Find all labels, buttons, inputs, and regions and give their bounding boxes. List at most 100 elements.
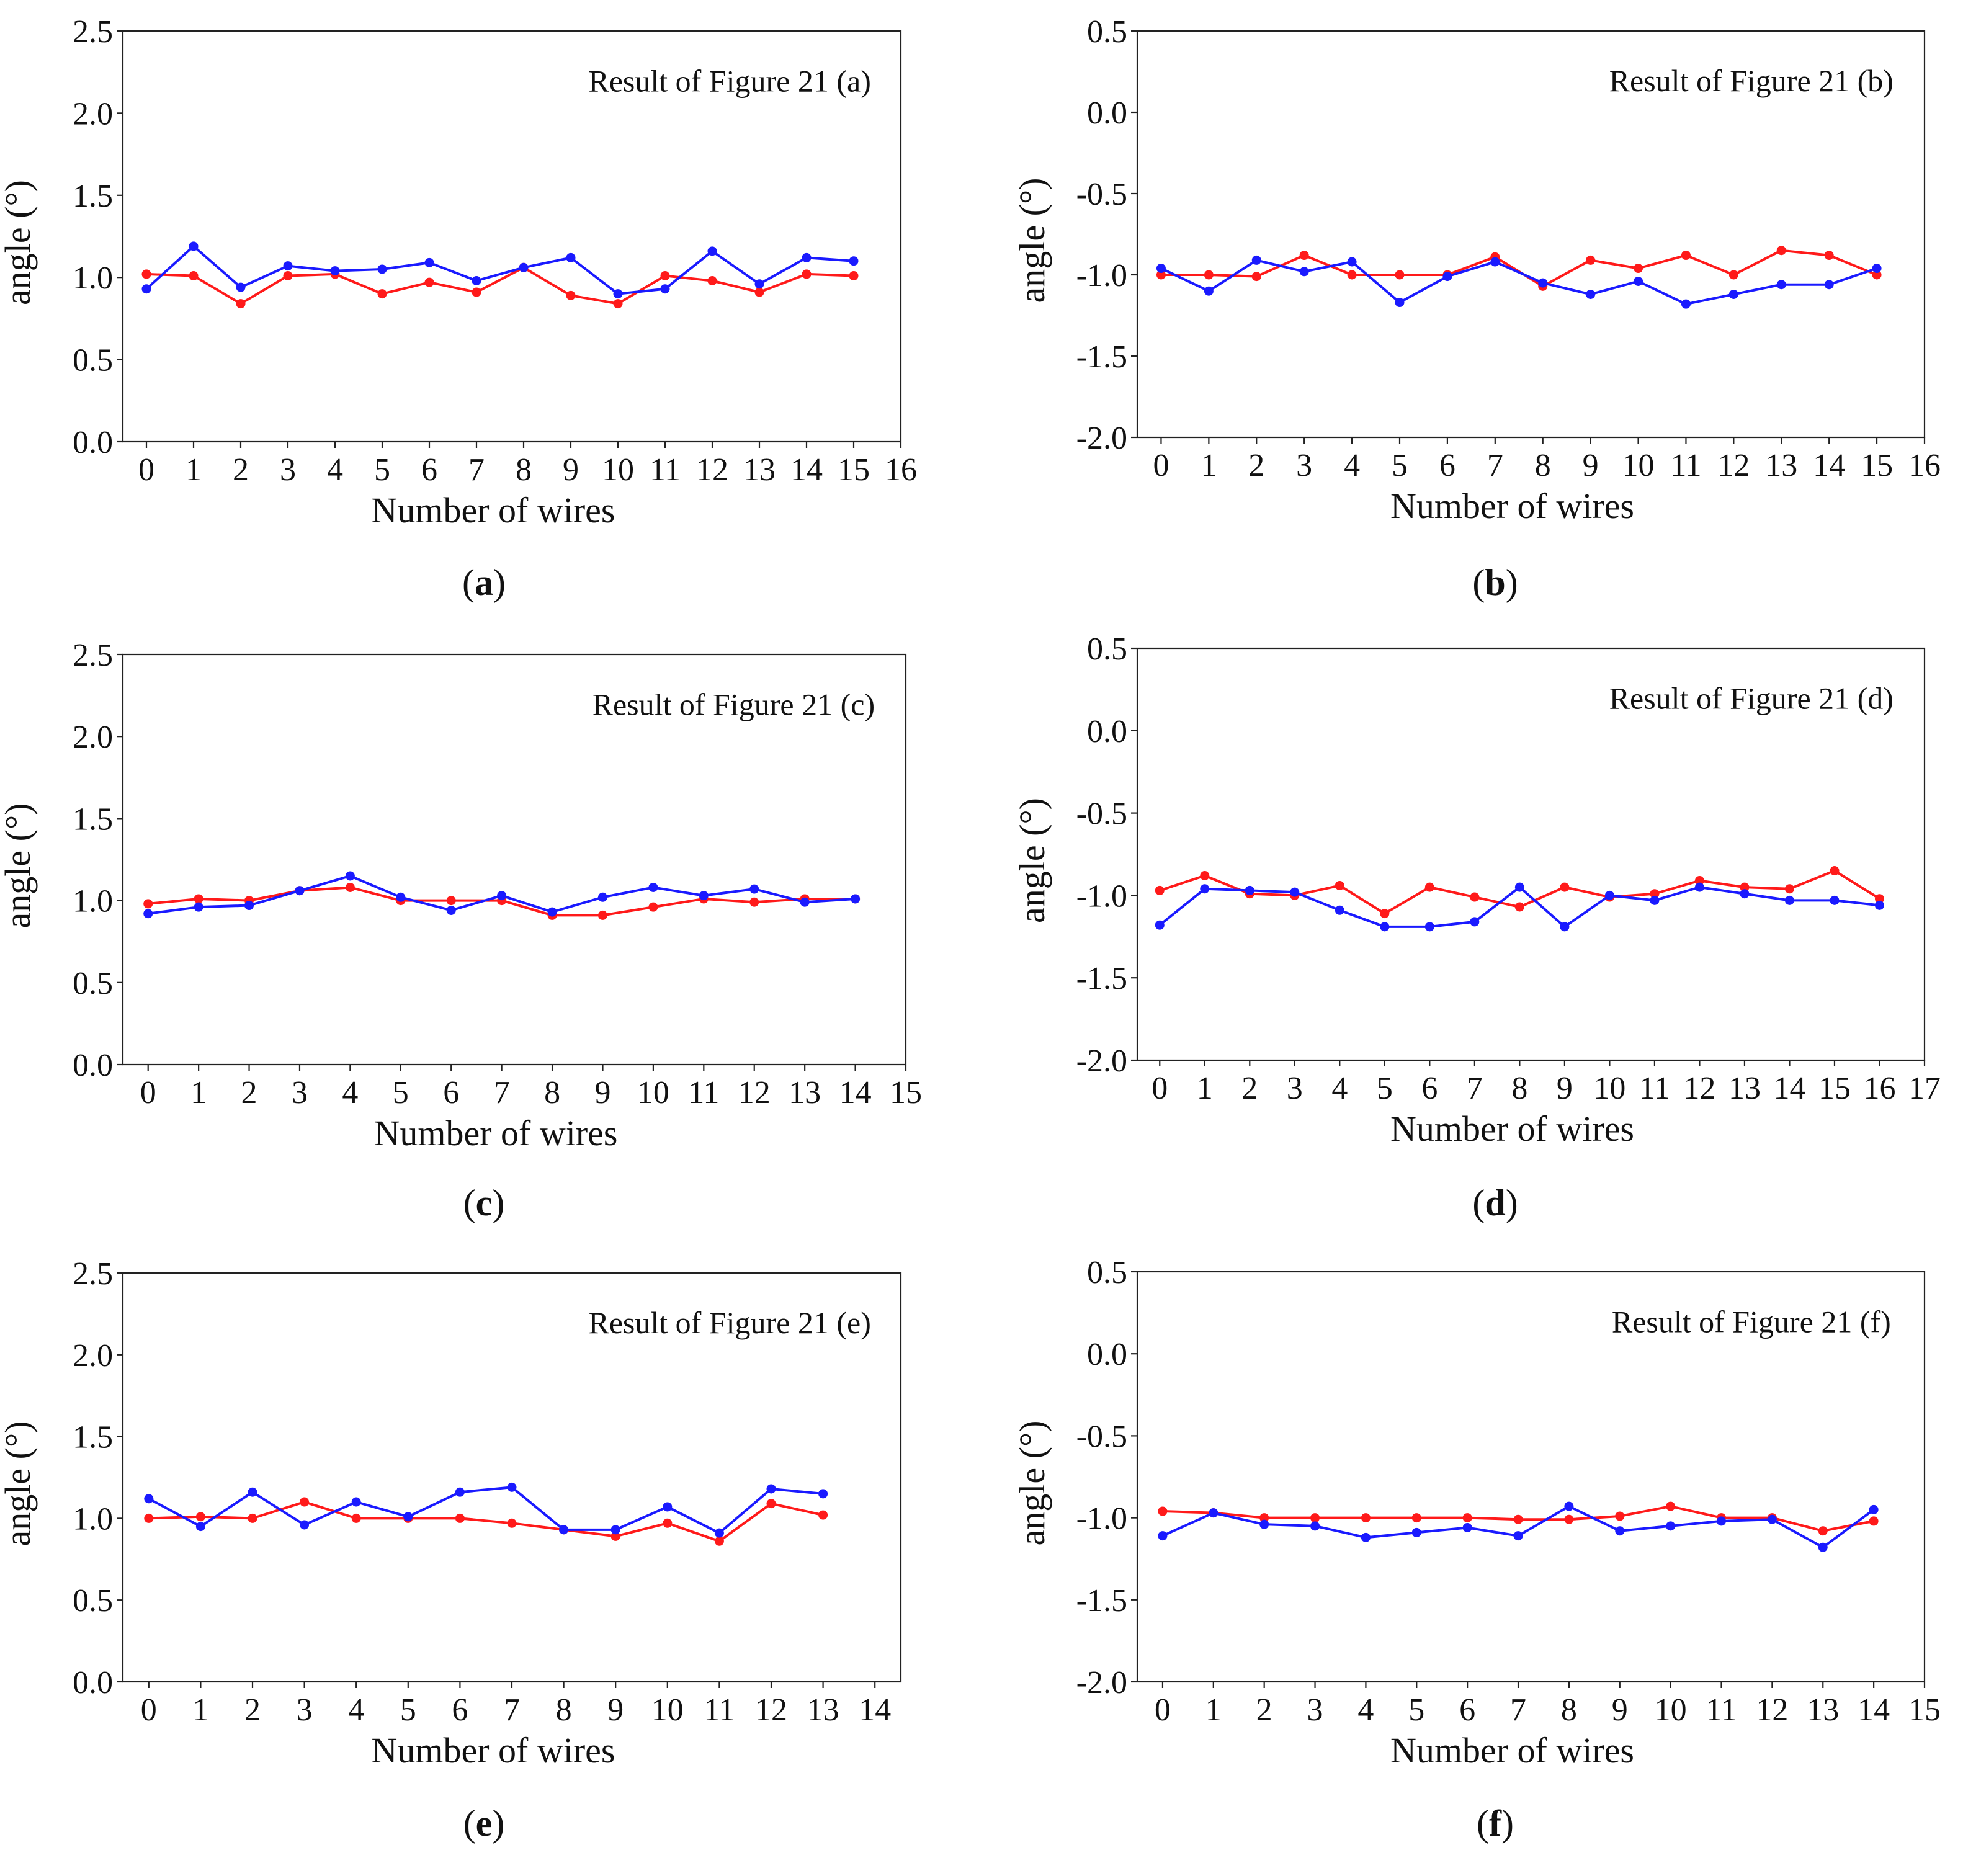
x-tick-label: 2 — [1241, 1071, 1258, 1106]
data-point-blue — [766, 1484, 776, 1494]
x-tick-label: 12 — [1756, 1692, 1788, 1728]
data-point-blue — [236, 282, 246, 292]
data-point-red — [1634, 264, 1643, 274]
data-point-blue — [547, 907, 557, 917]
x-tick-label: 10 — [637, 1075, 669, 1110]
data-point-red — [1335, 880, 1344, 890]
y-tick-label: 0.5 — [73, 966, 113, 1001]
x-tick-label: 2 — [241, 1075, 257, 1110]
y-tick-label: 0.0 — [73, 425, 113, 460]
x-tick-label: 12 — [738, 1075, 771, 1110]
x-tick-label: 11 — [704, 1692, 735, 1728]
x-tick-label: 6 — [421, 452, 437, 488]
x-tick-label: 15 — [838, 452, 870, 488]
x-tick-label: 11 — [1639, 1071, 1670, 1106]
x-tick-label: 5 — [1392, 448, 1408, 483]
data-point-blue — [1361, 1532, 1371, 1542]
y-axis-label: angle (°) — [0, 180, 38, 305]
data-point-red — [1156, 270, 1166, 280]
data-point-blue — [244, 901, 254, 911]
data-point-blue — [1514, 882, 1524, 892]
data-point-red — [300, 1497, 310, 1507]
x-tick-label: 13 — [789, 1075, 821, 1110]
data-point-red — [345, 882, 355, 892]
x-tick-label: 11 — [1670, 448, 1701, 483]
data-point-blue — [1874, 900, 1884, 910]
data-point-blue — [1604, 890, 1614, 900]
y-tick-label: -2.0 — [1076, 1665, 1127, 1700]
data-point-blue — [1310, 1521, 1320, 1531]
data-point-blue — [1395, 298, 1405, 308]
data-point-blue — [472, 275, 481, 285]
data-point-blue — [295, 886, 305, 896]
x-tick-label: 14 — [790, 452, 823, 488]
x-tick-label: 10 — [1655, 1692, 1687, 1728]
data-point-red — [1564, 1514, 1574, 1524]
data-point-red — [1874, 894, 1884, 904]
data-point-blue — [714, 1528, 724, 1538]
data-point-blue — [1204, 286, 1214, 296]
x-tick-label: 9 — [594, 1075, 610, 1110]
series-line-blue — [1160, 259, 1877, 306]
data-point-red — [1728, 270, 1738, 280]
caption-b: (b) — [1472, 562, 1518, 603]
y-tick-label: -1.0 — [1076, 1501, 1127, 1537]
x-tick-label: 8 — [1511, 1071, 1527, 1106]
y-tick-label: 2.0 — [73, 96, 113, 132]
x-tick-label: 5 — [1377, 1071, 1393, 1106]
y-tick-label: -2.0 — [1076, 1043, 1127, 1079]
x-tick-label: 1 — [192, 1692, 208, 1728]
x-tick-label: 11 — [1706, 1692, 1737, 1728]
y-tick-label: -1.5 — [1076, 961, 1127, 996]
data-point-red — [377, 289, 387, 299]
data-point-red — [1411, 1513, 1421, 1523]
y-tick-label: 0.5 — [73, 1583, 113, 1619]
data-point-red — [1347, 270, 1357, 280]
data-point-blue — [519, 262, 529, 272]
data-point-blue — [1830, 895, 1840, 905]
y-axis-label: angle (°) — [1012, 1421, 1052, 1546]
plot-frame — [122, 653, 907, 1066]
data-point-blue — [1462, 1522, 1472, 1532]
y-axis-label: angle (°) — [0, 1421, 38, 1547]
x-tick-label: 12 — [1717, 448, 1750, 483]
data-point-red — [1380, 909, 1390, 919]
x-tick-label: 1 — [1205, 1692, 1222, 1728]
data-point-blue — [1869, 1504, 1879, 1514]
data-point-blue — [195, 1522, 205, 1532]
caption-a: (a) — [462, 562, 506, 603]
y-tick-label: 0.5 — [1087, 14, 1127, 50]
x-tick-label: 2 — [233, 452, 249, 488]
plot-frame — [1136, 647, 1926, 1061]
x-tick-label: 14 — [859, 1692, 891, 1728]
data-point-blue — [851, 894, 861, 904]
x-tick-label: 0 — [141, 1692, 157, 1728]
x-tick-label: 1 — [1197, 1071, 1213, 1106]
data-point-red — [1155, 885, 1165, 895]
data-point-red — [1462, 1513, 1472, 1523]
data-point-blue — [248, 1487, 257, 1497]
x-tick-label: 2 — [244, 1692, 261, 1728]
data-point-blue — [1424, 922, 1434, 932]
series-line-red — [146, 266, 854, 305]
data-point-red — [1560, 882, 1570, 892]
data-point-blue — [1824, 280, 1834, 290]
y-tick-label: 0.0 — [73, 1665, 113, 1700]
data-point-red — [802, 269, 812, 279]
data-point-blue — [283, 261, 293, 271]
x-axis-label: Number of wires — [371, 1730, 615, 1771]
data-point-red — [446, 896, 456, 906]
data-point-blue — [1784, 895, 1794, 905]
data-point-red — [143, 899, 153, 909]
data-point-blue — [455, 1487, 465, 1497]
data-point-red — [144, 1513, 154, 1523]
x-tick-label: 9 — [563, 452, 579, 488]
data-point-red — [1818, 1526, 1828, 1536]
data-point-blue — [1513, 1531, 1523, 1541]
caption-e: (e) — [463, 1803, 505, 1844]
data-point-red — [1470, 892, 1480, 902]
series-line-blue — [148, 1486, 823, 1535]
x-tick-label: 10 — [1622, 448, 1655, 483]
data-point-blue — [1634, 276, 1643, 286]
